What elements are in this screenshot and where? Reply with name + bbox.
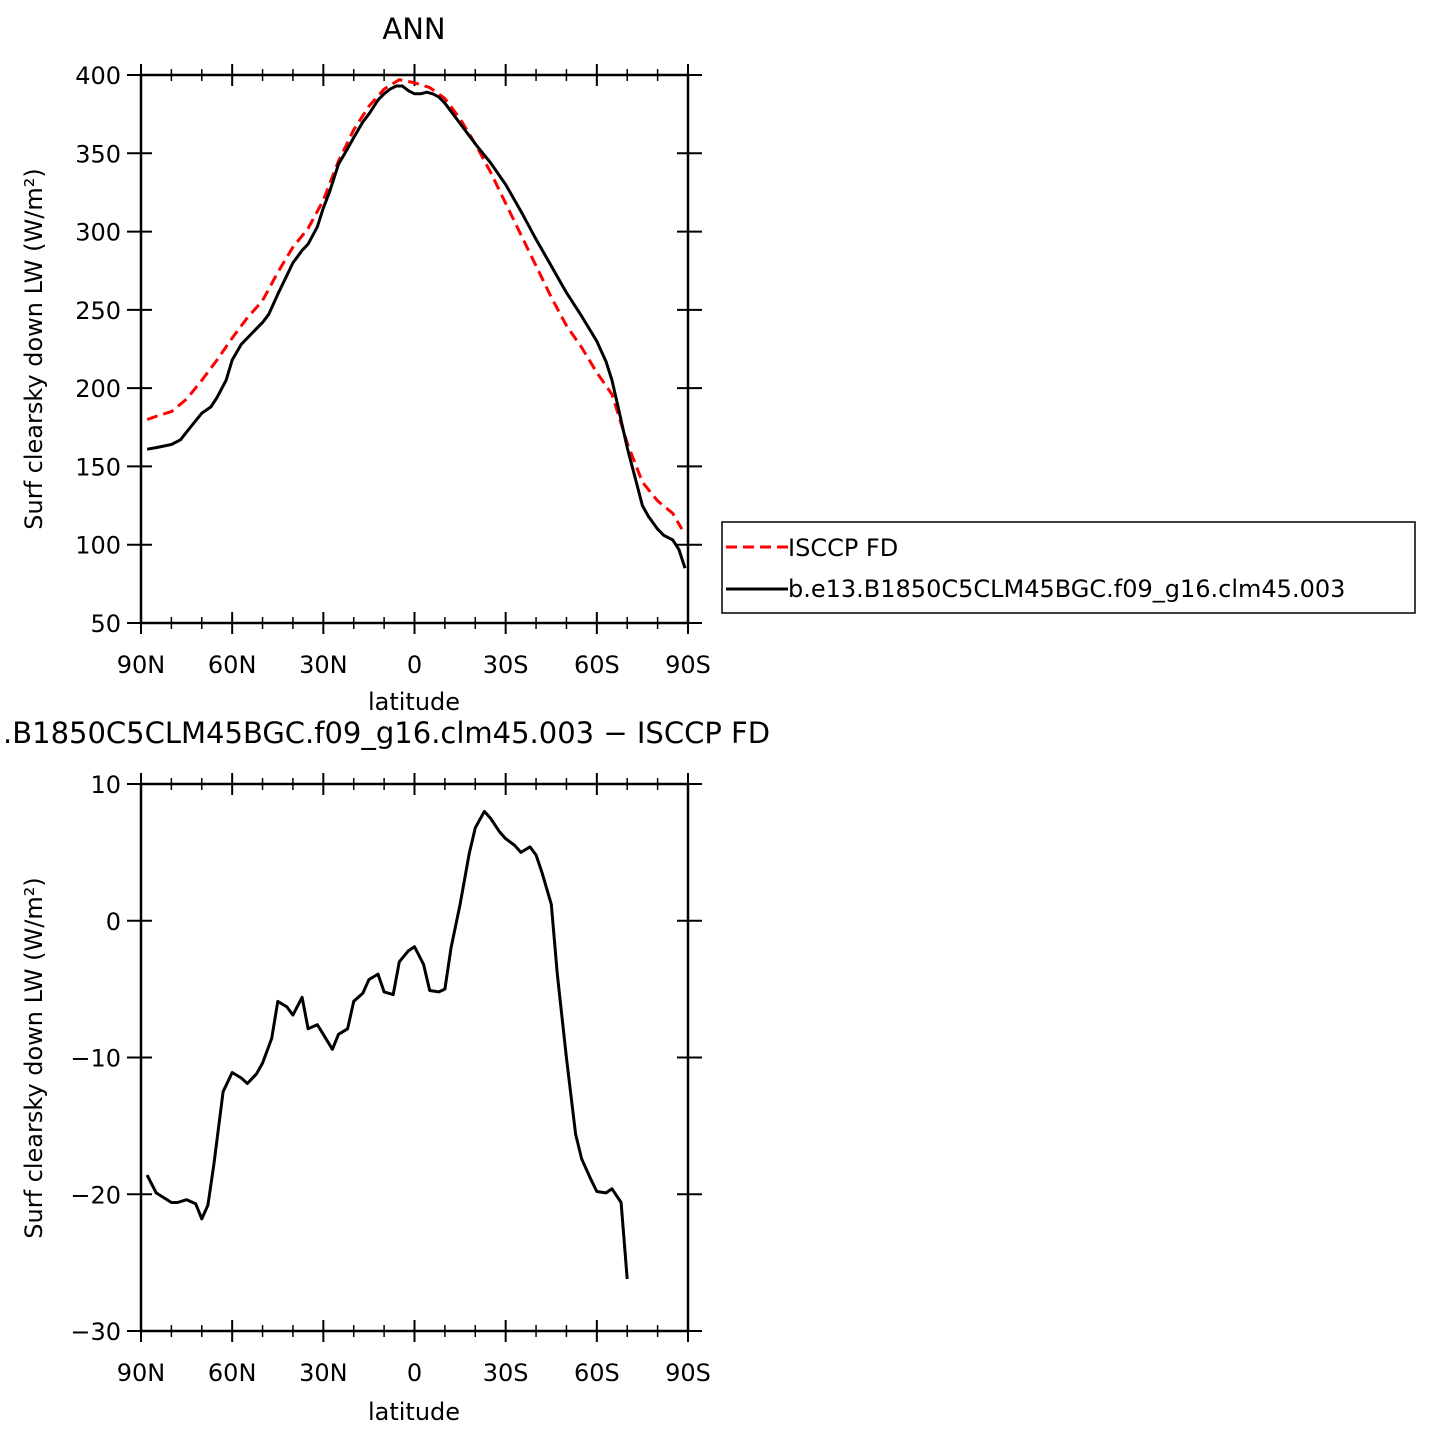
bottom-x-axis-title: latitude <box>368 1398 460 1426</box>
bottom-y-tick-label: −30 <box>70 1318 121 1346</box>
bottom-x-tick-label: 30N <box>299 1359 348 1387</box>
top-x-tick-label: 30S <box>483 651 529 679</box>
top-y-tick-label: 350 <box>75 140 121 168</box>
legend: ISCCP FD b.e13.B1850C5CLM45BGC.f09_g16.c… <box>721 521 1416 614</box>
top-x-tick-label: 90S <box>665 651 711 679</box>
bottom-y-axis-title: Surf clearsky down LW (W/m²) <box>20 877 48 1238</box>
bottom-x-tick-label: 90N <box>117 1359 166 1387</box>
legend-box <box>721 521 1416 614</box>
top-y-tick-label: 50 <box>90 610 121 638</box>
top-x-tick-label: 90N <box>117 651 166 679</box>
top-x-tick-label: 60N <box>208 651 257 679</box>
bottom-y-tick-label: −10 <box>70 1045 121 1073</box>
top-y-tick-label: 250 <box>75 297 121 325</box>
top-y-tick-label: 400 <box>75 62 121 90</box>
bottom-y-tick-label: 0 <box>106 908 121 936</box>
bottom-panel: .B1850C5CLM45BGC.f09_g16.clm45.003 − ISC… <box>3 716 770 1426</box>
legend-label-isccp: ISCCP FD <box>788 534 898 562</box>
top-series-line-1 <box>146 84 687 569</box>
bottom-x-tick-label: 90S <box>665 1359 711 1387</box>
bottom-y-tick-label: −20 <box>70 1181 121 1209</box>
top-y-tick-label: 100 <box>75 532 121 560</box>
bottom-chart-title: .B1850C5CLM45BGC.f09_g16.clm45.003 − ISC… <box>3 716 770 750</box>
legend-label-model: b.e13.B1850C5CLM45BGC.f09_g16.clm45.003 <box>788 575 1345 603</box>
bottom-x-tick-label: 60S <box>574 1359 620 1387</box>
top-x-axis-title: latitude <box>368 688 460 716</box>
bottom-series-line-0 <box>145 809 629 1280</box>
bottom-x-tick-label: 0 <box>407 1359 422 1387</box>
bottom-plot-frame <box>139 782 690 1333</box>
bottom-plot-area: 90N 60N 30N 0 30S 60S 90S 10 0 −10 −20 −30 <box>70 771 711 1387</box>
top-x-tick-label: 30N <box>299 651 348 679</box>
top-x-tick-label: 60S <box>574 651 620 679</box>
top-y-tick-label: 300 <box>75 219 121 247</box>
bottom-x-tick-label: 30S <box>483 1359 529 1387</box>
top-y-tick-label: 200 <box>75 375 121 403</box>
top-series-line-0 <box>146 78 684 530</box>
bottom-x-tick-label: 60N <box>208 1359 257 1387</box>
top-y-tick-label: 150 <box>75 453 121 481</box>
top-plot-area: 90N 60N 30N 0 30S 60S 90S 50 100 150 200 250 300 350 4… <box>75 62 711 679</box>
top-chart-title: ANN <box>382 12 445 46</box>
top-y-axis-title: Surf clearsky down LW (W/m²) <box>20 168 48 529</box>
top-panel: ANN 90N 60N 30N 0 30S 60S 90S 50 100 150 200 250 300… <box>20 12 711 716</box>
top-x-tick-label: 0 <box>407 651 422 679</box>
bottom-y-tick-label: 10 <box>90 771 121 799</box>
